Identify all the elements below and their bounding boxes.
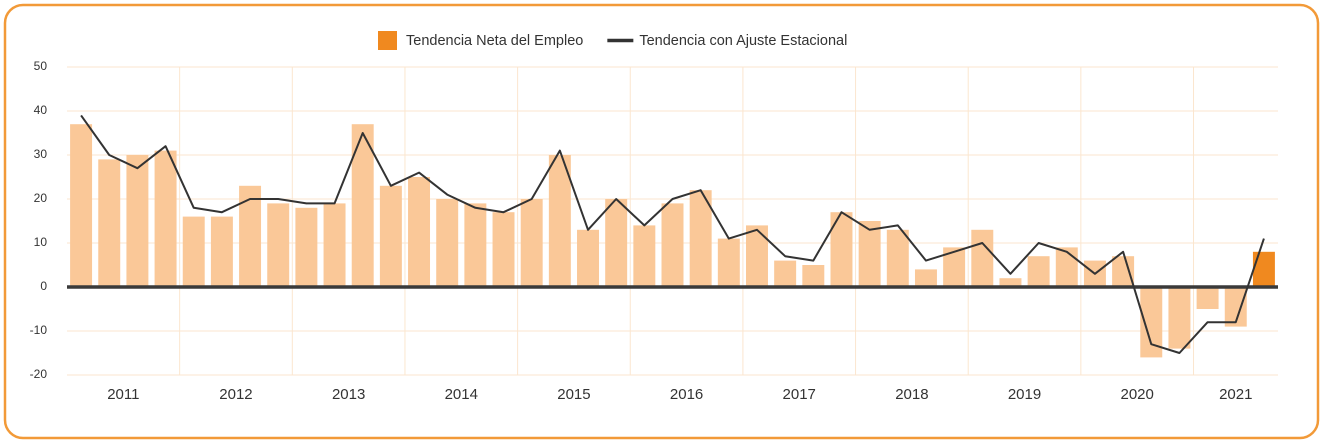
bar — [577, 229, 599, 287]
x-tick-label: 2019 — [1008, 386, 1041, 403]
bar — [914, 269, 937, 287]
bar — [126, 155, 149, 287]
y-tick-label: -20 — [30, 367, 48, 381]
bar — [717, 238, 740, 287]
bar — [633, 225, 656, 287]
bar — [351, 124, 374, 287]
line — [80, 114, 1265, 354]
bar — [661, 203, 684, 287]
bar — [886, 229, 909, 287]
x-tick-label: 2020 — [1120, 386, 1153, 403]
bar — [182, 216, 205, 287]
x-tick-label: 2012 — [219, 386, 252, 403]
x-tick-label: 2021 — [1219, 386, 1252, 403]
bar — [323, 203, 346, 287]
bar — [1027, 256, 1050, 287]
bar — [548, 155, 571, 287]
bar — [858, 221, 881, 287]
marks — [67, 114, 1278, 358]
x-tick-label: 2017 — [783, 386, 816, 403]
bar — [98, 159, 121, 287]
bar — [1168, 287, 1191, 349]
bar — [210, 216, 233, 287]
legend-label: Tendencia Neta del Empleo — [406, 33, 583, 49]
bar — [1252, 251, 1275, 287]
bar — [999, 278, 1022, 287]
x-tick-label: 2016 — [670, 386, 703, 403]
bar — [239, 185, 262, 287]
y-tick-label: 20 — [34, 191, 48, 205]
bar — [1055, 247, 1078, 287]
legend-label: Tendencia con Ajuste Estacional — [639, 33, 847, 49]
bar — [774, 260, 797, 287]
bar — [1140, 287, 1163, 358]
frame — [3, 3, 1320, 440]
y-tick-label: 10 — [34, 235, 48, 249]
bar — [154, 150, 177, 287]
bar — [746, 225, 768, 287]
bar — [267, 203, 290, 287]
bar — [605, 199, 628, 287]
bar — [436, 199, 459, 287]
bar — [1196, 287, 1219, 309]
bar — [408, 177, 431, 287]
legend-swatch — [378, 31, 397, 50]
bar — [1224, 287, 1247, 327]
x-tick-label: 2014 — [445, 386, 478, 403]
bar — [70, 124, 93, 287]
x-tick-label: 2018 — [895, 386, 928, 403]
y-tick-label: -10 — [30, 323, 48, 337]
y-tick-label: 40 — [34, 103, 48, 117]
bar — [1112, 256, 1135, 287]
bar — [689, 190, 712, 287]
bar — [464, 203, 487, 287]
bar — [802, 265, 825, 287]
bar — [492, 212, 515, 287]
bar — [943, 247, 966, 287]
y-tick-label: 50 — [34, 59, 48, 73]
y-tick-label: 30 — [34, 147, 48, 161]
x-tick-label: 2011 — [107, 386, 139, 403]
labels: -20 -10 0 10 20 30 40 50 2011 2012 2013 2014 2015 201… — [30, 31, 1252, 403]
bar — [520, 199, 543, 287]
bar — [830, 212, 853, 287]
bar — [295, 207, 318, 287]
x-tick-label: 2015 — [557, 386, 590, 403]
bar — [971, 229, 994, 287]
x-tick-label: 2013 — [332, 386, 365, 403]
bar — [379, 185, 402, 287]
y-tick-label: 0 — [40, 279, 47, 293]
